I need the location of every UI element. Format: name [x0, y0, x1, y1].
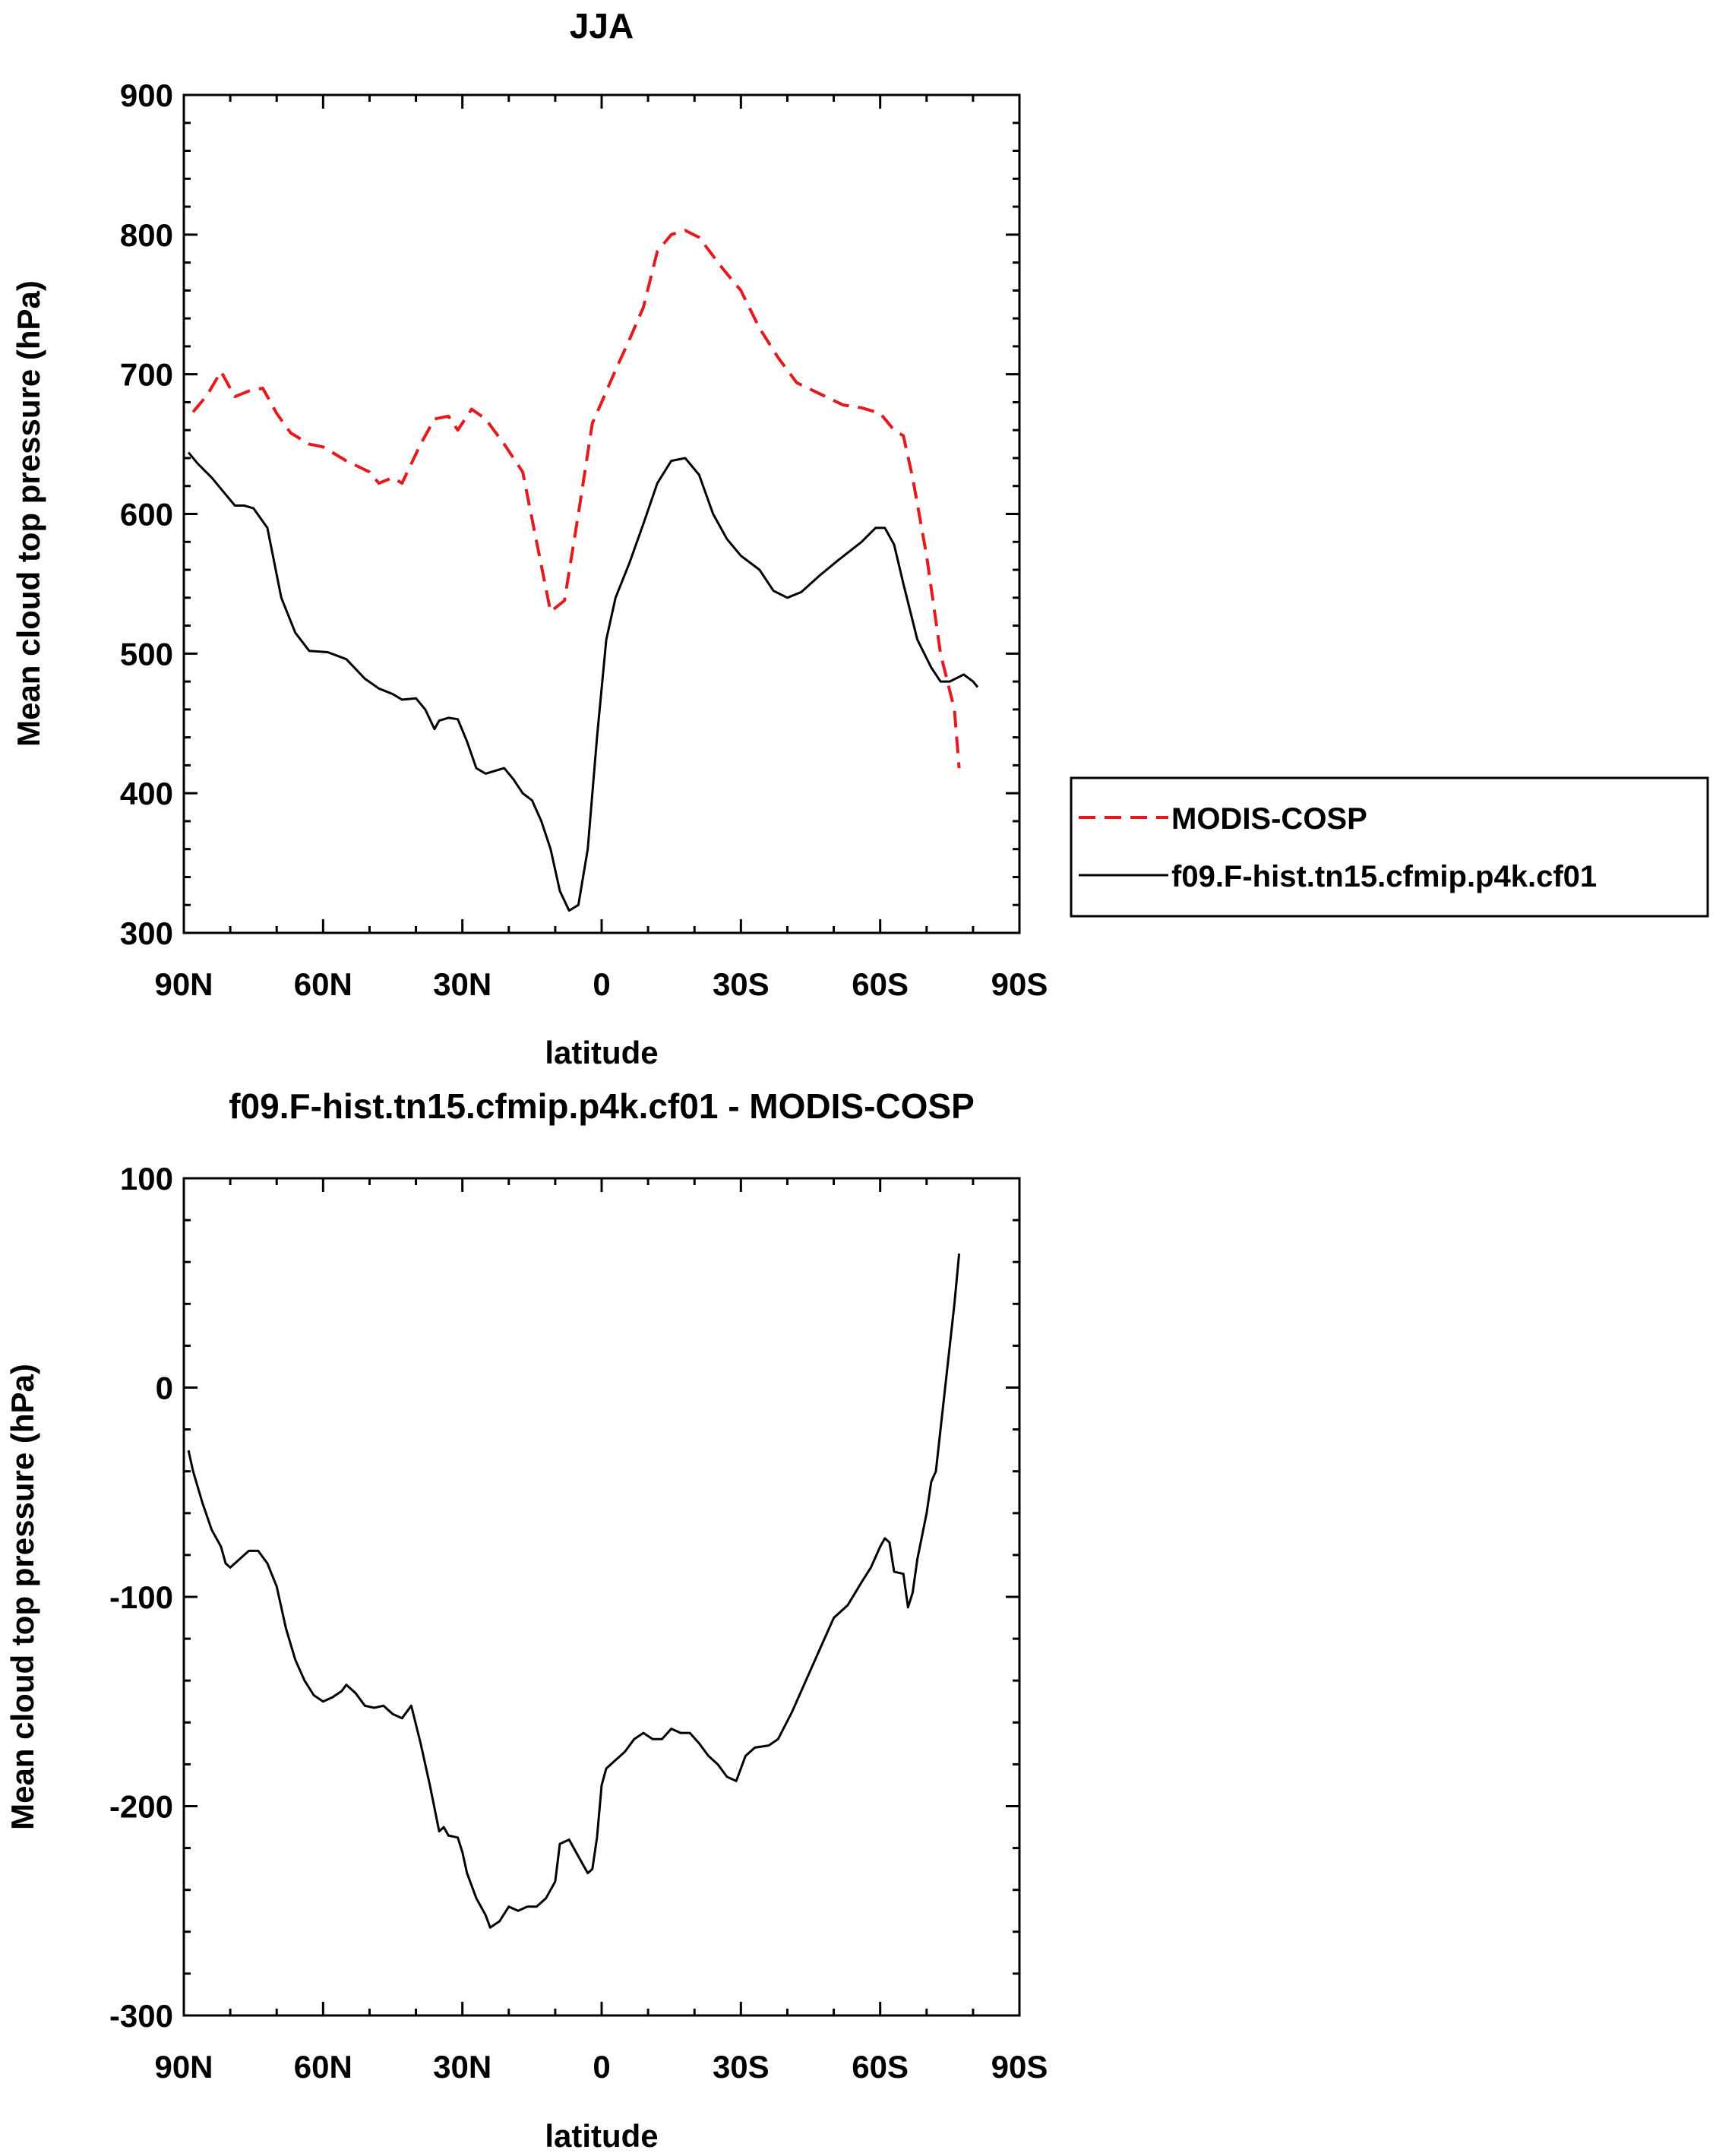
legend-box	[1070, 776, 1709, 918]
bottom-y-tick-label: 100	[120, 1161, 173, 1197]
top-y-tick-label: 900	[120, 77, 173, 113]
top-x-tick-label: 0	[593, 966, 610, 1002]
bottom-series-line-model	[187, 1253, 961, 1929]
top-plot-frame	[182, 93, 1021, 934]
top-series-lines	[187, 229, 979, 912]
top-y-tick-label: 600	[120, 497, 173, 533]
bottom-x-tick-label: 90N	[154, 2049, 213, 2085]
bottom-y-tick-label: -100	[109, 1579, 173, 1615]
bottom-plot-frame	[182, 1177, 1021, 2017]
bottom-x-tick-label: 60S	[852, 2049, 909, 2085]
top-y-tick-label: 800	[120, 217, 173, 253]
top-x-tick-label: 30N	[433, 966, 491, 1002]
top-panel: JJA 90N 60N 30N 0 30S 60S 90S 300 400 500 600 700 80…	[11, 6, 1048, 1070]
bottom-y-axis-label: Mean cloud top pressure (hPa)	[5, 1364, 40, 1830]
legend: MODIS-COSP f09.F-hist.tn15.cfmip.p4k.cf0…	[1070, 776, 1709, 918]
bottom-x-tick-label: 90S	[991, 2049, 1048, 2085]
legend-label-model: f09.F-hist.tn15.cfmip.p4k.cf01	[1171, 860, 1597, 893]
bottom-x-tick-label: 60N	[294, 2049, 352, 2085]
bottom-y-tick-label: -200	[109, 1789, 173, 1825]
top-x-tick-label: 30S	[713, 966, 770, 1002]
top-x-tick-label: 60S	[852, 966, 909, 1002]
top-series-line-model	[187, 451, 979, 912]
top-x-tick-label: 60N	[294, 966, 352, 1002]
top-y-tick-label: 400	[120, 776, 173, 811]
top-y-axis-label: Mean cloud top pressure (hPa)	[11, 280, 46, 747]
bottom-x-tick-label: 0	[593, 2049, 610, 2085]
bottom-x-tick-label: 30N	[433, 2049, 491, 2085]
legend-label-modis-cosp: MODIS-COSP	[1171, 802, 1367, 836]
bottom-y-tick-label: -300	[109, 1998, 173, 2034]
top-axis-ticks: 90N 60N 30N 0 30S 60S 90S 300 400 500 600 700 800 900	[120, 77, 1048, 1002]
top-chart-title: JJA	[570, 6, 634, 46]
bottom-axis-ticks: 90N 60N 30N 0 30S 60S 90S -300 -200 -100 0 100	[109, 1161, 1048, 2085]
bottom-series-lines	[187, 1253, 961, 1929]
top-series-line-modis-cosp	[191, 229, 961, 769]
bottom-chart-title: f09.F-hist.tn15.cfmip.p4k.cf01 - MODIS-C…	[229, 1086, 975, 1126]
top-y-tick-label: 700	[120, 357, 173, 393]
bottom-x-tick-label: 30S	[713, 2049, 770, 2085]
bottom-y-tick-label: 0	[156, 1370, 173, 1406]
top-x-tick-label: 90N	[154, 966, 213, 1002]
bottom-x-axis-label: latitude	[545, 2118, 658, 2154]
bottom-panel: f09.F-hist.tn15.cfmip.p4k.cf01 - MODIS-C…	[5, 1086, 1048, 2154]
top-y-tick-label: 500	[120, 636, 173, 672]
top-x-tick-label: 90S	[991, 966, 1048, 1002]
top-x-axis-label: latitude	[545, 1035, 658, 1070]
top-y-tick-label: 300	[120, 915, 173, 951]
